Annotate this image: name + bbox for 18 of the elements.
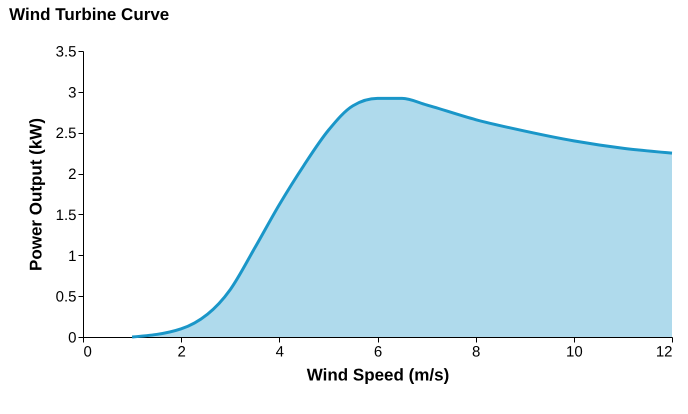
x-tick-label: 10 xyxy=(566,344,583,360)
y-tick-label: 0.5 xyxy=(56,288,76,306)
y-tick-label: 3.5 xyxy=(56,44,76,60)
y-tick-label: 0 xyxy=(68,330,76,346)
x-tick-label: 6 xyxy=(374,344,382,360)
y-tick-label: 2 xyxy=(68,166,76,184)
y-tick-label: 3 xyxy=(68,84,76,102)
chart-title: Wind Turbine Curve xyxy=(9,5,170,24)
x-tick-label: 4 xyxy=(276,344,284,360)
x-tick-label: 12 xyxy=(656,344,672,360)
x-tick-label: 8 xyxy=(472,344,480,360)
y-tick-label: 1.5 xyxy=(56,206,76,224)
x-tick-label: 2 xyxy=(177,344,186,360)
y-tick-label: 2.5 xyxy=(56,125,76,142)
y-tick-label: 1 xyxy=(68,248,76,265)
x-tick-label: 0 xyxy=(84,344,92,360)
y-axis-title: Power Output (kW) xyxy=(26,118,46,271)
x-axis-title: Wind Speed (m/s) xyxy=(306,366,450,384)
